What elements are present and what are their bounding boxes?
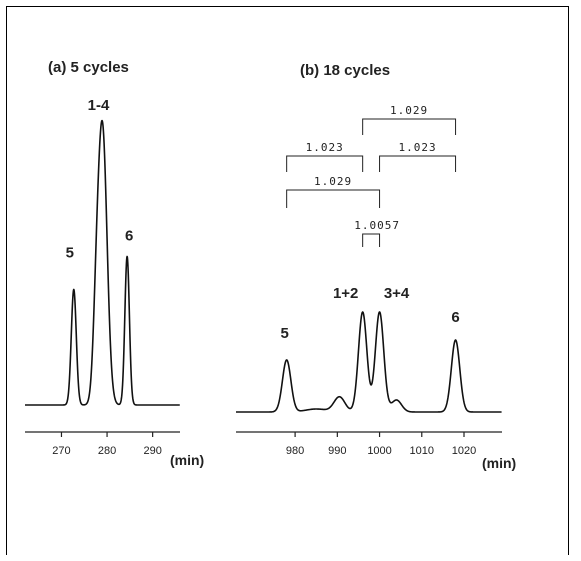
chart-b-tick-label: 1010: [410, 445, 434, 457]
chart-b-ratio-label: 1.023: [398, 141, 436, 154]
chart-a-tick-label: 270: [52, 445, 70, 457]
chart-b-tick-label: 990: [328, 445, 346, 457]
chart-a-peak-label: 5: [66, 245, 74, 262]
chart-b-ratio-bracket: [379, 155, 457, 172]
chart-b-ratio-bracket: [362, 118, 457, 135]
chart-b-ratio-bracket: [286, 189, 381, 208]
chart-a-title: (a) 5 cycles: [48, 59, 129, 76]
chart-b-peak-label: 1+2: [333, 285, 358, 302]
chart-a-tick-label: 280: [98, 445, 116, 457]
chart-b-ratio-label: 1.023: [306, 141, 344, 154]
chart-b-tick-label: 1000: [367, 445, 391, 457]
chart-a-trace: [24, 119, 181, 406]
chart-b-ratio-bracket: [286, 155, 364, 172]
chart-b-peak-label: 3+4: [384, 285, 410, 302]
chart-b-ratio-bracket: [362, 233, 381, 247]
chart-b-tick-label: 1020: [452, 445, 476, 457]
chart-a-peak-label: 1-4: [88, 97, 110, 114]
chart-a-peak-label: 6: [125, 228, 133, 245]
chart-a-x-unit: (min): [170, 452, 204, 468]
chart-b-ratio-label: 1.029: [314, 175, 352, 188]
chart-b-tick-label: 980: [286, 445, 304, 457]
chart-b-ratio-label: 1.029: [390, 104, 428, 117]
chart-b-trace: [235, 311, 502, 413]
chart-b-peak-label: 6: [451, 309, 459, 326]
chart-a-tick-label: 290: [143, 445, 161, 457]
chart-b-title: (b) 18 cycles: [300, 62, 390, 79]
chart-b-peak-label: 5: [280, 325, 288, 342]
figure-frame: [6, 6, 569, 555]
chart-b-x-unit: (min): [482, 455, 516, 471]
chart-b-ratio-label: 1.0057: [354, 219, 400, 232]
